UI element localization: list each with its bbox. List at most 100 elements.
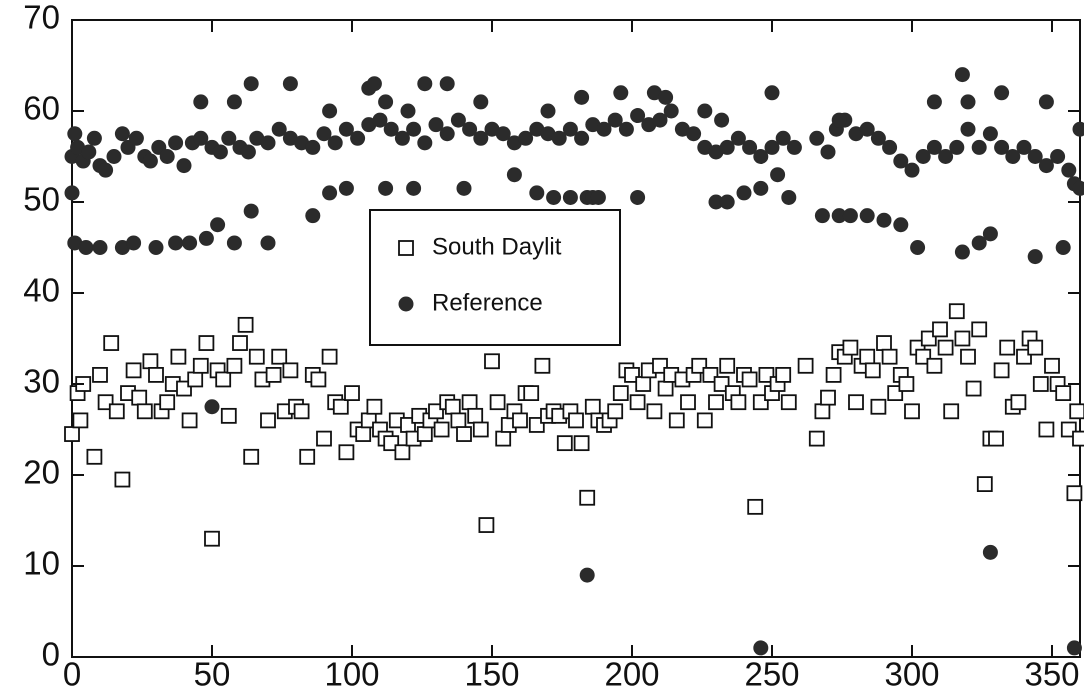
point <box>212 144 228 160</box>
point <box>192 357 209 374</box>
point <box>574 89 590 105</box>
point <box>193 94 209 110</box>
point <box>72 412 89 429</box>
point <box>293 403 310 420</box>
point <box>406 121 422 137</box>
point <box>64 185 80 201</box>
point <box>1005 149 1021 164</box>
point <box>753 640 769 656</box>
point <box>870 130 886 146</box>
point <box>864 362 881 379</box>
y-tick-label: 40 <box>23 272 60 309</box>
point <box>764 85 780 101</box>
legend-label: Reference <box>432 289 543 316</box>
point <box>378 180 394 196</box>
point <box>870 398 887 415</box>
x-tick-label: 50 <box>194 656 231 692</box>
point <box>243 448 260 465</box>
point <box>106 149 122 164</box>
point <box>248 348 265 365</box>
point <box>529 185 545 201</box>
point <box>742 139 758 155</box>
point <box>450 412 467 429</box>
point <box>982 544 998 560</box>
point <box>243 76 259 92</box>
point <box>730 130 746 146</box>
point <box>954 67 970 83</box>
point <box>1050 149 1066 164</box>
point <box>181 412 198 429</box>
point <box>394 130 410 146</box>
y-tick-label: 50 <box>23 181 60 218</box>
point <box>954 244 970 260</box>
point <box>786 139 802 155</box>
point <box>265 366 282 383</box>
point <box>820 144 836 160</box>
point <box>708 394 724 411</box>
point <box>747 498 764 515</box>
point <box>439 76 455 92</box>
point <box>971 139 987 155</box>
point <box>797 357 814 374</box>
point <box>473 130 489 146</box>
point <box>383 121 399 137</box>
point <box>926 139 942 155</box>
point <box>221 130 237 146</box>
point <box>204 399 220 415</box>
point <box>882 139 898 155</box>
point <box>848 394 864 411</box>
point <box>321 348 338 365</box>
point <box>1069 403 1084 420</box>
point <box>859 348 876 365</box>
legend-box <box>369 209 621 346</box>
point <box>204 530 220 547</box>
point <box>714 112 730 128</box>
point <box>960 348 976 365</box>
point <box>198 230 214 246</box>
point <box>103 335 120 351</box>
point <box>1038 158 1054 174</box>
point <box>686 126 702 142</box>
point <box>1016 139 1032 155</box>
point <box>730 394 747 411</box>
point <box>540 103 556 119</box>
point <box>937 339 954 356</box>
point <box>932 321 948 338</box>
point <box>1066 485 1083 502</box>
point <box>417 76 433 92</box>
point <box>965 380 982 397</box>
point <box>126 235 142 251</box>
point <box>237 316 254 333</box>
point <box>719 139 735 155</box>
x-tick-label: 100 <box>324 656 379 692</box>
point <box>439 126 455 142</box>
points <box>64 67 1084 656</box>
point <box>495 126 511 142</box>
point <box>904 162 920 178</box>
point <box>556 435 573 452</box>
point <box>344 385 360 402</box>
point <box>663 103 679 119</box>
point <box>960 94 976 110</box>
point <box>1027 249 1043 265</box>
point <box>128 130 144 146</box>
point <box>708 194 724 210</box>
point <box>579 567 595 583</box>
point <box>630 189 646 205</box>
point <box>1072 121 1084 137</box>
point <box>820 389 836 406</box>
point <box>484 353 500 370</box>
point <box>271 121 287 137</box>
point <box>523 385 540 402</box>
x-tick-label: 250 <box>744 656 799 692</box>
point <box>629 394 646 411</box>
x-tick-label: 350 <box>1024 656 1079 692</box>
point <box>842 208 858 224</box>
y-tick-label: 20 <box>23 454 60 491</box>
point <box>948 303 965 320</box>
point <box>332 398 349 415</box>
point <box>316 430 332 447</box>
point <box>170 348 187 365</box>
point <box>775 366 792 383</box>
point <box>495 430 512 447</box>
